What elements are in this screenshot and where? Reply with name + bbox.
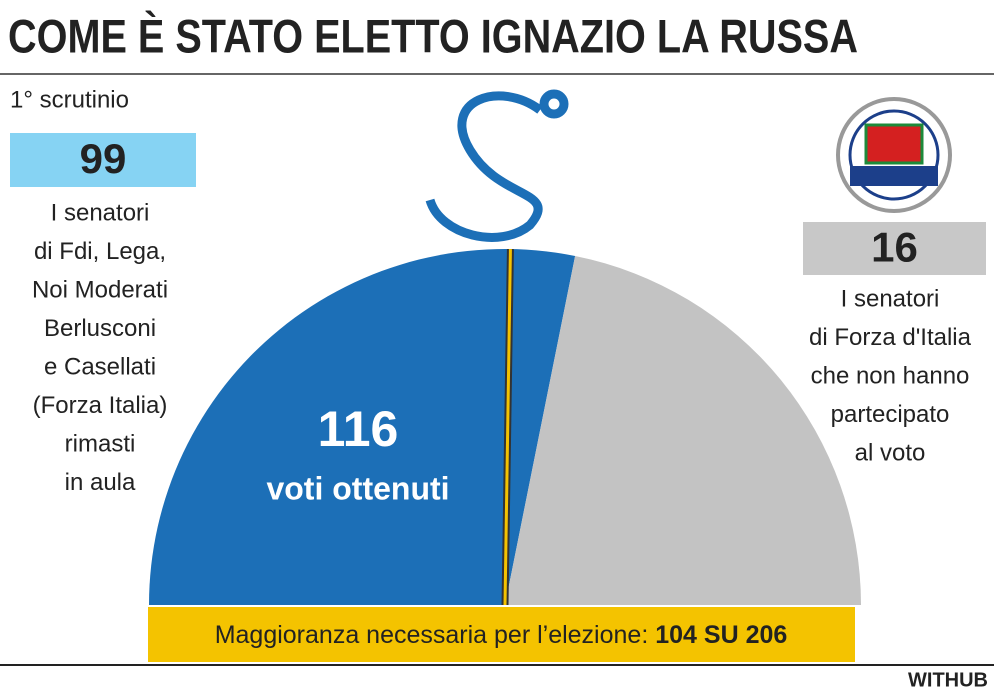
- annotation-line: Berlusconi: [44, 315, 156, 342]
- annotation-value: 16: [871, 224, 918, 271]
- majority-joiner: SU: [704, 621, 739, 649]
- category-label: voti ottenuti: [266, 470, 449, 506]
- majority-total: 206: [746, 621, 788, 649]
- annotation-line: I senatori: [841, 285, 940, 312]
- subtitle: 1° scrutinio: [10, 86, 129, 113]
- annotation-line: che non hanno: [811, 362, 970, 389]
- annotation-line: al voto: [855, 439, 926, 466]
- annotation-line: di Fdi, Lega,: [34, 238, 166, 265]
- annotation-line: I senatori: [51, 199, 150, 226]
- source: WITHUB: [908, 669, 988, 691]
- annotation-line: rimasti: [65, 430, 136, 457]
- annotation-line: di Forza d'Italia: [809, 324, 972, 351]
- majority-label: Maggioranza necessaria per l’elezione:: [215, 621, 649, 649]
- majority-value: 104: [655, 621, 697, 649]
- segment: [505, 255, 861, 606]
- emblem: [425, 89, 569, 242]
- majority-text: Maggioranza necessaria per l’elezione: 1…: [215, 621, 788, 649]
- annotation-line: (Forza Italia): [33, 392, 168, 419]
- annotation-line: in aula: [65, 469, 136, 496]
- annotation-value: 99: [80, 135, 127, 182]
- annotation-line: e Casellati: [44, 353, 156, 380]
- segment: [149, 248, 576, 606]
- annotation-line: Noi Moderati: [32, 276, 168, 303]
- annotation-box: [803, 222, 986, 275]
- majority-banner: [148, 607, 855, 662]
- party-logo: [836, 97, 952, 213]
- value-label: 116: [318, 401, 399, 457]
- annotation-box: [10, 133, 196, 187]
- majority-line: [503, 249, 512, 606]
- chart-title: COME È STATO ELETTO IGNAZIO LA RUSSA: [8, 9, 858, 62]
- annotation-line: partecipato: [831, 401, 950, 428]
